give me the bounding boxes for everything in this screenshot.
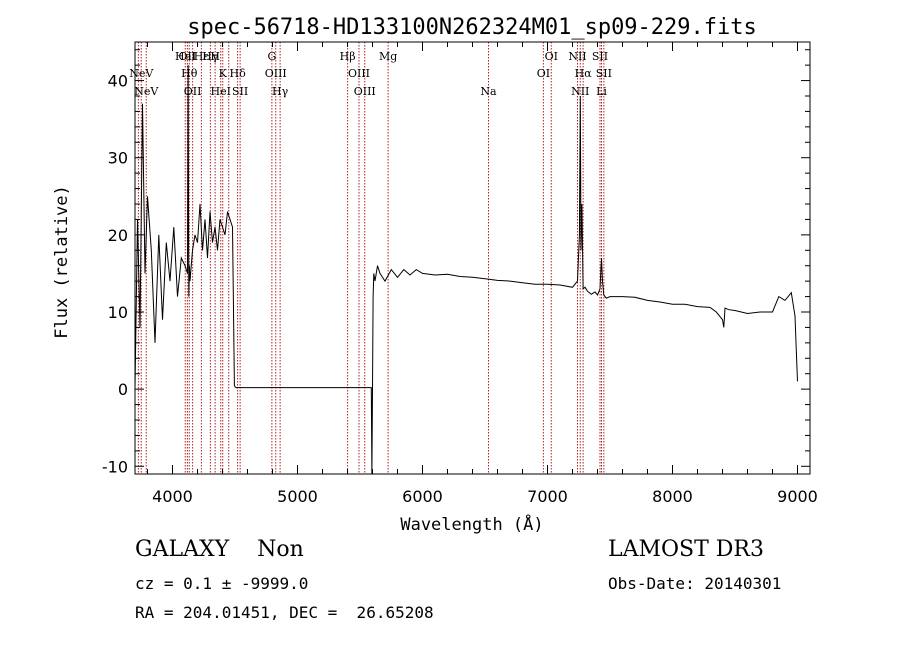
- spectrum-series-line: [134, 65, 798, 475]
- line-marker-label-10: HeI: [211, 85, 231, 98]
- line-marker-label-4: OII: [179, 50, 197, 63]
- line-marker-label-17: Hγ: [272, 85, 289, 98]
- line-marker-label-24: OI: [545, 50, 558, 63]
- x-axis-ticks: 4000 5000 6000 7000 8000 9000: [147, 42, 818, 506]
- line-marker-label-27: Hα: [575, 67, 593, 80]
- line-marker-label-21: Mg: [379, 50, 397, 63]
- line-marker-label-16: OIII: [265, 67, 287, 80]
- line-marker-label-5: Hθ: [181, 67, 198, 80]
- y-tick-label-1: 0: [118, 380, 128, 399]
- line-marker-label-28: SII: [592, 50, 608, 63]
- spectral-line-markers: [137, 42, 605, 474]
- x-tick-label-1: 5000: [277, 487, 318, 506]
- x-tick-label-3: 7000: [527, 487, 568, 506]
- line-marker-label-30: SII: [596, 67, 612, 80]
- line-marker-label-19: OIII: [348, 67, 370, 80]
- y-tick-label-0: -10: [102, 457, 128, 476]
- line-marker-label-29: Li: [596, 85, 607, 98]
- line-marker-label-14: SII: [232, 85, 248, 98]
- line-marker-label-6: OII: [184, 85, 202, 98]
- line-marker-label-1: NeV: [129, 67, 154, 80]
- redshift-readout: cz = 0.1 ± -9999.0: [135, 574, 309, 593]
- line-marker-label-20: OIII: [354, 85, 376, 98]
- line-marker-label-8: Hγ: [202, 50, 219, 63]
- line-marker-label-13: Hδ: [230, 67, 247, 80]
- y-tick-label-4: 30: [108, 149, 128, 168]
- line-marker-label-15: G: [267, 50, 276, 63]
- survey-label: LAMOST DR3: [608, 537, 764, 562]
- line-marker-label-22: Na: [480, 85, 497, 98]
- x-axis-label: Wavelength (Å): [400, 513, 543, 535]
- x-tick-label-0: 4000: [152, 487, 193, 506]
- line-marker-label-11: K: [219, 67, 228, 80]
- line-marker-label-25: NII: [568, 50, 586, 63]
- object-class-label: GALAXY Non: [135, 537, 304, 562]
- plot-frame: [134, 41, 811, 475]
- observation-date: Obs-Date: 20140301: [608, 574, 782, 593]
- line-marker-label-9: H: [210, 50, 220, 63]
- x-tick-label-5: 9000: [777, 487, 818, 506]
- y-tick-label-2: 10: [108, 303, 128, 322]
- y-tick-label-5: 40: [108, 72, 128, 91]
- line-marker-label-26: NII: [571, 85, 589, 98]
- y-axis-label: Flux (relative): [52, 185, 72, 339]
- y-axis-ticks: -10 0 10 20 30 40: [102, 49, 810, 476]
- y-tick-label-3: 20: [108, 226, 128, 245]
- line-marker-label-7: Hε: [194, 50, 210, 63]
- line-marker-label-18: Hβ: [340, 50, 356, 63]
- chart-title: spec-56718-HD133100N262324M01_sp09-229.f…: [187, 15, 757, 40]
- line-marker-label-3: HeI: [175, 50, 195, 63]
- coordinates-readout: RA = 204.01451, DEC = 26.65208: [135, 603, 434, 622]
- line-marker-label-2: NeV: [134, 85, 159, 98]
- x-tick-label-2: 6000: [402, 487, 443, 506]
- x-tick-label-4: 8000: [652, 487, 693, 506]
- line-marker-label-23: OI: [537, 67, 550, 80]
